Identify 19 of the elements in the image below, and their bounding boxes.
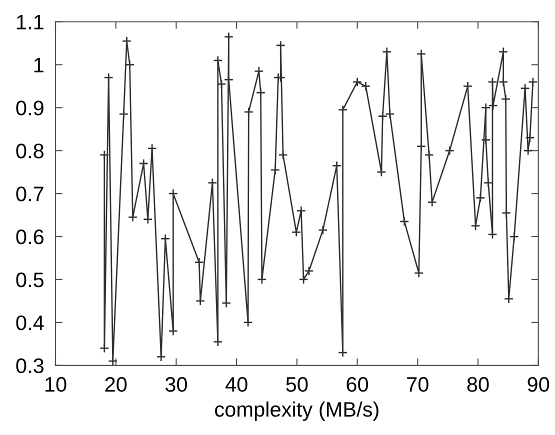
x-tick-label: 70 [407, 377, 428, 392]
x-tick-label: 40 [225, 377, 248, 392]
x-tick-label: 30 [165, 377, 187, 392]
x-tick-label: 60 [346, 377, 368, 392]
x-tick-label: 90 [528, 377, 550, 392]
y-tick-label: 1 [34, 58, 44, 72]
y-tick-label: 1.1 [17, 14, 44, 30]
y-tick-label: 0.5 [16, 272, 44, 288]
y-tick-label: 0.9 [16, 100, 44, 116]
x-tick-label: 20 [105, 377, 127, 392]
y-tick-label: 0.7 [16, 186, 44, 202]
y-tick-label: 0.3 [16, 358, 44, 374]
x-tick-label: 10 [46, 377, 66, 392]
y-tick-label: 0.4 [16, 315, 44, 330]
x-axis-title: complexity (MB/s) [215, 401, 378, 421]
y-tick-label: 0.6 [16, 230, 44, 244]
x-tick-label: 50 [286, 377, 308, 392]
x-tick-label: 80 [467, 377, 489, 392]
y-tick-label: 0.8 [16, 144, 44, 158]
